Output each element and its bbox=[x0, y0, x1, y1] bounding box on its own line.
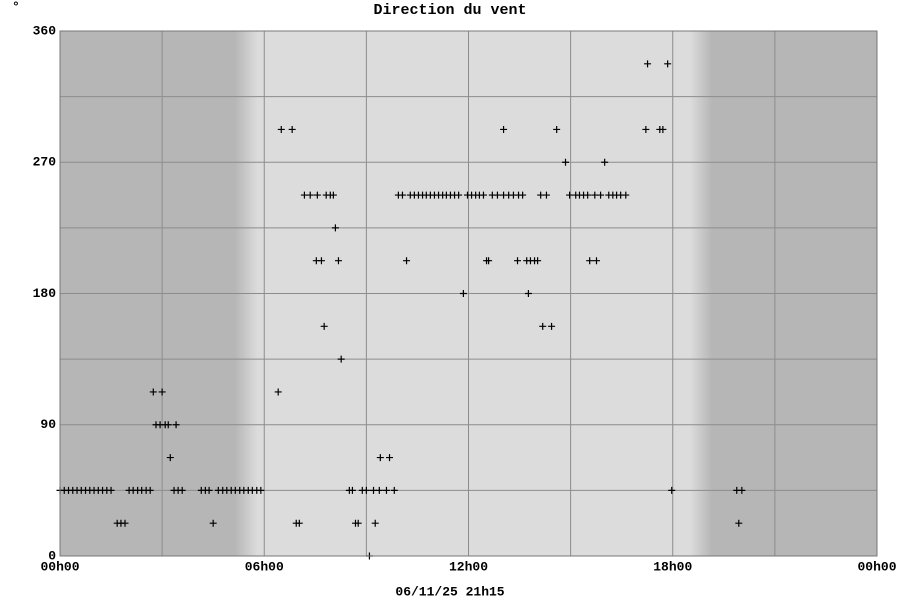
data-point bbox=[331, 224, 339, 232]
x-tick-label: 00h00 bbox=[40, 559, 79, 574]
data-point bbox=[664, 60, 672, 68]
data-point bbox=[329, 191, 337, 199]
data-point bbox=[592, 257, 600, 265]
data-point bbox=[738, 486, 746, 494]
data-point bbox=[306, 191, 314, 199]
x-tick-label: 00h00 bbox=[857, 559, 896, 574]
data-point bbox=[514, 257, 522, 265]
data-point bbox=[121, 519, 129, 527]
data-point bbox=[642, 125, 650, 133]
y-tick-label: 90 bbox=[40, 417, 56, 432]
data-point bbox=[362, 486, 370, 494]
data-point bbox=[479, 191, 487, 199]
y-tick-label: 180 bbox=[33, 286, 57, 301]
x-tick-label: 06h00 bbox=[245, 559, 284, 574]
corner-mark: ° bbox=[12, 0, 20, 14]
data-point bbox=[524, 290, 532, 297]
data-point bbox=[164, 421, 172, 429]
data-point bbox=[288, 125, 296, 133]
data-point bbox=[205, 486, 213, 494]
x-tick-label: 12h00 bbox=[449, 559, 488, 574]
data-point bbox=[659, 125, 667, 133]
data-point bbox=[348, 486, 356, 494]
data-point bbox=[584, 191, 592, 199]
y-tick-label: 360 bbox=[33, 23, 57, 38]
data-point bbox=[485, 257, 493, 265]
data-point bbox=[376, 454, 384, 462]
data-point bbox=[534, 257, 542, 265]
data-point bbox=[354, 519, 362, 527]
data-point bbox=[317, 257, 325, 265]
data-point bbox=[337, 355, 345, 363]
data-point bbox=[668, 486, 676, 494]
data-point bbox=[553, 125, 561, 133]
data-point bbox=[166, 454, 174, 462]
x-axis-label: 06/11/25 21h15 bbox=[395, 584, 504, 599]
data-point bbox=[398, 191, 406, 199]
data-point bbox=[386, 454, 394, 462]
y-tick-label: 0 bbox=[48, 548, 56, 563]
data-point bbox=[644, 60, 652, 68]
chart-title: Direction du vent bbox=[373, 2, 526, 19]
data-point bbox=[459, 290, 467, 297]
data-point bbox=[390, 486, 398, 494]
data-point bbox=[371, 519, 379, 527]
x-tick-label: 18h00 bbox=[653, 559, 692, 574]
data-point bbox=[209, 519, 217, 527]
data-point bbox=[334, 257, 342, 265]
data-point bbox=[542, 191, 550, 199]
data-point bbox=[320, 322, 328, 330]
data-point bbox=[455, 191, 463, 199]
data-point bbox=[586, 257, 594, 265]
data-point bbox=[149, 388, 157, 396]
data-point bbox=[313, 191, 321, 199]
data-point bbox=[382, 486, 390, 494]
data-point bbox=[257, 486, 265, 494]
data-point bbox=[107, 486, 115, 494]
y-tick-label: 270 bbox=[33, 155, 57, 170]
data-point bbox=[539, 322, 547, 330]
data-point bbox=[622, 191, 630, 199]
data-point bbox=[274, 388, 282, 396]
data-point bbox=[500, 125, 508, 133]
data-point bbox=[493, 191, 501, 199]
data-point bbox=[735, 519, 743, 527]
data-point bbox=[403, 257, 411, 265]
data-point bbox=[158, 388, 166, 396]
data-point bbox=[601, 158, 609, 166]
data-point bbox=[597, 191, 605, 199]
data-point bbox=[375, 486, 383, 494]
data-point bbox=[519, 191, 527, 199]
plot-border bbox=[59, 30, 878, 557]
data-point bbox=[172, 421, 180, 429]
data-point bbox=[146, 486, 154, 494]
data-point bbox=[277, 125, 285, 133]
data-point bbox=[562, 158, 570, 166]
data-point bbox=[295, 519, 303, 527]
data-point bbox=[566, 191, 574, 199]
data-point bbox=[548, 322, 556, 330]
data-point bbox=[178, 486, 186, 494]
